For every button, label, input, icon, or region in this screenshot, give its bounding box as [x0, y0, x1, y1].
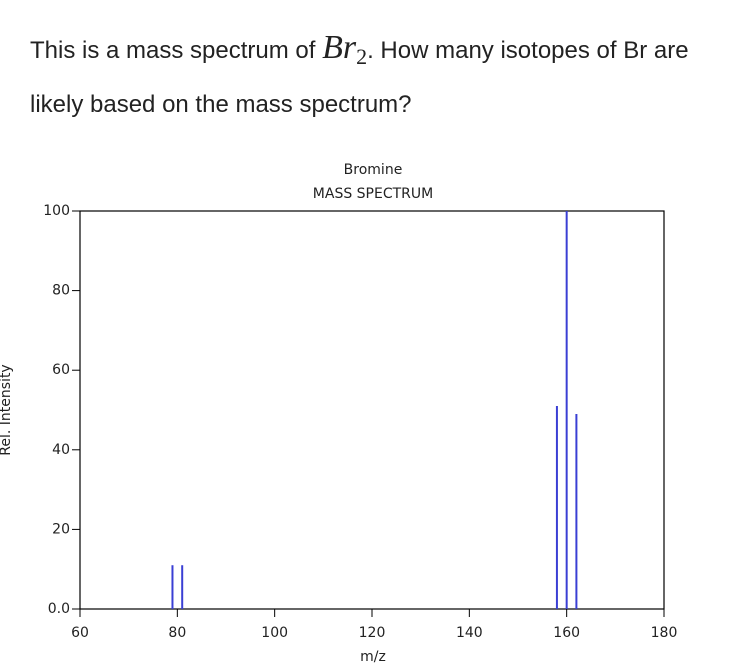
y-tick-label: 100 [43, 203, 70, 219]
x-tick-label: 160 [553, 625, 580, 641]
y-tick-label: 80 [52, 283, 70, 299]
formula-subscript: 2 [356, 43, 368, 69]
chart-subtitle: MASS SPECTRUM [313, 186, 433, 202]
y-tick-label: 40 [52, 442, 70, 458]
x-tick-label: 80 [168, 625, 186, 641]
chart-title: Bromine [344, 162, 403, 178]
question-text: This is a mass spectrum of [30, 37, 316, 64]
x-tick-label: 120 [359, 625, 386, 641]
y-tick-label: 0.0 [48, 601, 70, 617]
y-tick-label: 60 [52, 362, 70, 378]
question: This is a mass spectrum of Br2. How many… [30, 24, 730, 129]
x-tick-label: 60 [71, 625, 89, 641]
y-tick-label: 20 [52, 521, 70, 537]
question-text: . How many isotopes of Br are likely bas… [30, 37, 689, 118]
formula: Br [322, 29, 357, 66]
x-axis-label: m/z [360, 649, 386, 665]
x-tick-label: 100 [261, 625, 288, 641]
y-axis-label: Rel. Intensity [0, 364, 14, 455]
x-tick-label: 180 [651, 625, 678, 641]
x-tick-label: 140 [456, 625, 483, 641]
